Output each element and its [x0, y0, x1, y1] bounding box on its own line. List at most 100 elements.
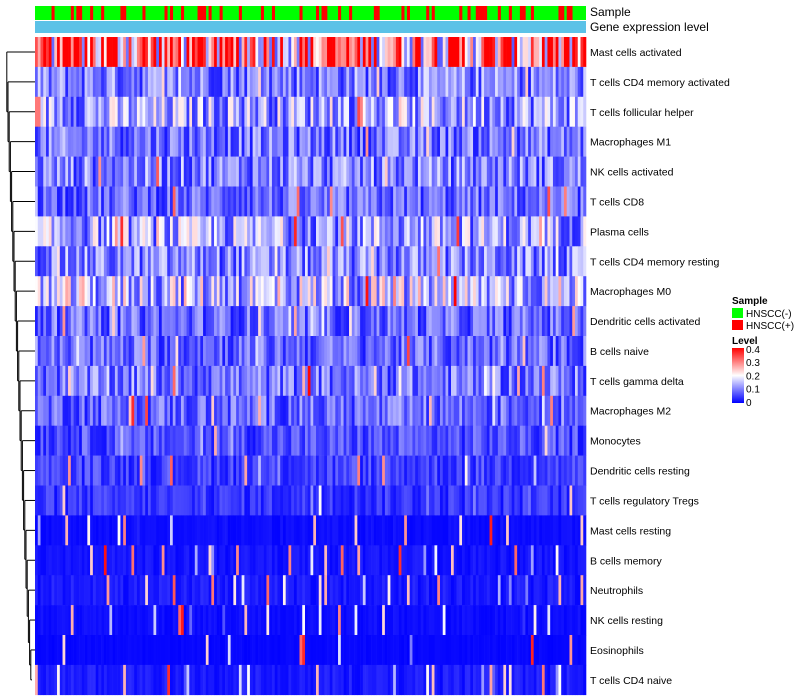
sample-mark: [519, 6, 523, 20]
heatmap-row: [35, 455, 587, 486]
heatmap-row: [35, 37, 587, 68]
sample-mark: [197, 6, 201, 20]
heatmap-row: [35, 365, 587, 397]
heatmap-row: [35, 156, 587, 187]
legend-level-tick: 0.4: [746, 345, 760, 356]
row-label: Eosinophils: [590, 645, 644, 657]
heatmap-row: [35, 186, 587, 217]
sample-mark: [208, 6, 212, 20]
legend-level-tick: 0: [746, 398, 752, 409]
sample-mark: [90, 6, 94, 20]
row-label: T cells gamma delta: [590, 376, 684, 388]
row-label: T cells regulatory Tregs: [590, 495, 699, 507]
row-label: Macrophages M2: [590, 406, 671, 418]
sample-mark: [530, 6, 534, 20]
sample-mark: [475, 6, 479, 20]
sample-mark: [558, 6, 562, 20]
legend-level-colorbar: [732, 348, 744, 403]
heatmap-row: [35, 575, 587, 606]
row-label: Mast cells activated: [590, 47, 682, 59]
sample-mark: [70, 6, 74, 20]
sample-annotation-track: [35, 6, 586, 20]
sample-mark: [142, 6, 146, 20]
heatmap-row: [35, 605, 587, 636]
sample-mark: [401, 6, 405, 20]
row-label: T cells CD8: [590, 196, 644, 208]
sample-mark: [219, 6, 223, 20]
heatmap-row: [35, 216, 587, 247]
row-dendrogram: [6, 51, 35, 681]
sample-mark: [164, 6, 168, 20]
sample-mark: [497, 6, 501, 20]
row-label: B cells naive: [590, 346, 649, 358]
sample-mark: [51, 6, 55, 20]
sample-mark: [200, 6, 204, 20]
sample-mark: [169, 6, 174, 20]
row-label: B cells memory: [590, 555, 663, 567]
legend-swatch-hnscc-neg: [732, 308, 743, 318]
row-label: NK cells resting: [590, 615, 663, 627]
row-label: Macrophages M0: [590, 286, 671, 298]
heatmap-row: [35, 635, 587, 666]
sample-mark: [324, 6, 328, 20]
row-label: Dendritic cells resting: [590, 466, 690, 478]
legend-level-ticks: 0.4 0.3 0.2 0.1 0: [746, 345, 760, 409]
sample-mark: [349, 6, 353, 20]
legend-label-hnscc-neg: HNSCC(-): [746, 309, 792, 320]
row-label: NK cells activated: [590, 167, 674, 179]
row-label: Neutrophils: [590, 585, 643, 597]
sample-mark: [406, 6, 410, 20]
legend-level-tick: 0.3: [746, 358, 760, 369]
sample-mark: [566, 6, 570, 20]
heatmap-row: [35, 545, 587, 576]
sample-mark: [484, 6, 488, 20]
sample-mark: [522, 6, 526, 20]
row-label: Plasma cells: [590, 226, 649, 238]
sample-mark: [561, 6, 565, 20]
sample-mark: [260, 6, 264, 20]
heatmap-row: [35, 96, 587, 127]
sample-mark: [426, 6, 430, 20]
sample-mark: [76, 6, 80, 20]
heatmap-row: [35, 425, 587, 456]
sample-mark: [238, 6, 242, 20]
legend: Sample HNSCC(-) HNSCC(+) Level 0.4 0.3 0.2…: [732, 296, 794, 409]
sample-mark: [376, 6, 380, 20]
row-label: T cells CD4 naive: [590, 675, 672, 687]
legend-level-tick: 0.1: [746, 385, 760, 396]
sample-mark: [459, 6, 463, 20]
sample-mark: [120, 6, 124, 20]
heatmap-row: [35, 246, 587, 277]
sample-mark: [569, 6, 573, 20]
sample-mark: [101, 6, 105, 20]
row-label: Macrophages M1: [590, 137, 671, 149]
heatmap-row: [35, 664, 587, 696]
row-label: Mast cells resting: [590, 525, 671, 537]
legend-swatch-hnscc-pos: [732, 320, 743, 330]
heatmap-row: [35, 276, 587, 307]
sample-mark: [321, 6, 325, 20]
gene-expression-track: [35, 21, 586, 33]
heatmap-cells: [35, 37, 587, 696]
sample-mark: [338, 6, 342, 20]
row-label: T cells CD4 memory activated: [590, 77, 730, 89]
sample-mark: [508, 6, 512, 20]
sample-mark: [181, 6, 185, 20]
heatmap-row: [35, 306, 587, 337]
heatmap-row: [35, 336, 587, 367]
heatmap-row: [35, 395, 587, 426]
sample-mark: [478, 6, 482, 20]
sample-mark: [373, 6, 377, 20]
sample-mark: [431, 6, 435, 20]
legend-label-hnscc-pos: HNSCC(+): [746, 321, 794, 332]
track-label-gene-expression: Gene expression level: [590, 20, 709, 34]
sample-mark: [123, 6, 127, 20]
row-label: Dendritic cells activated: [590, 316, 700, 328]
sample-mark: [316, 6, 320, 20]
sample-mark: [271, 6, 275, 20]
heatmap-row: [35, 515, 587, 546]
sample-mark: [467, 6, 471, 20]
sample-mark: [481, 6, 485, 20]
legend-sample-title: Sample: [732, 296, 768, 307]
